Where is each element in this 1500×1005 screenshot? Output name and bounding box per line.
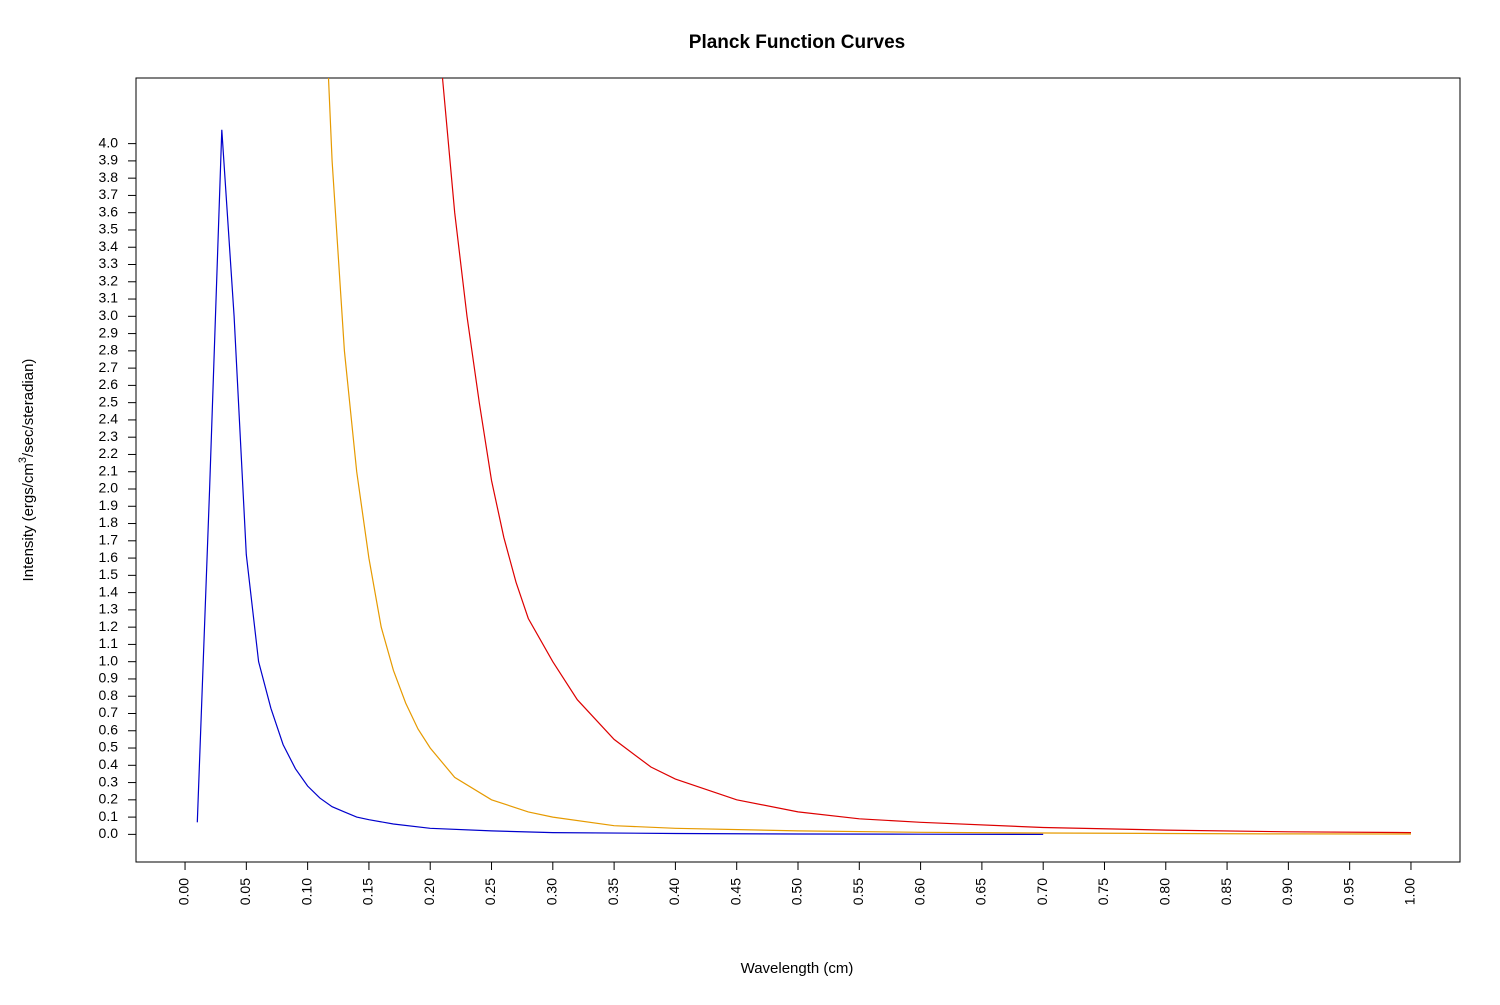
y-tick-label: 1.2 [99,618,119,634]
y-tick-label: 0.9 [99,670,119,686]
y-tick-label: 1.8 [99,514,119,530]
y-tick-label: 3.5 [99,221,119,237]
y-tick-label: 1.6 [99,549,119,565]
y-tick-label: 1.0 [99,652,119,668]
y-tick-label: 3.8 [99,169,119,185]
x-tick-label: 0.35 [605,878,621,905]
x-axis: 0.00 0.05 0.10 0.15 0.20 0.25 0.30 0.35 0.40 0.45… [176,861,1418,905]
x-tick-label: 0.90 [1279,878,1295,905]
series-red-line [441,77,1412,834]
y-tick-label: 3.3 [99,255,119,271]
y-tick-label: 2.3 [99,428,119,444]
y-tick-label: 2.9 [99,324,119,340]
y-tick-label: 0.7 [99,704,119,720]
y-axis: 0.00.10.20.30.40.50.60.70.80.91.01.11.21… [99,134,137,841]
y-tick-label: 1.9 [99,497,119,513]
y-tick-label: 3.6 [99,203,119,219]
y-tick-label: 0.4 [99,756,119,772]
x-tick-label: 0.25 [482,878,498,905]
y-tick-label: 0.8 [99,687,119,703]
x-tick-label: 0.05 [237,878,253,905]
y-axis-label: Intensity (ergs/cm3/sec/steradian) [17,359,37,582]
series-orange-line [327,77,1412,835]
x-tick-label: 0.40 [666,878,682,905]
x-axis-label: Wavelength (cm) [741,960,854,977]
x-tick-label: 0.55 [850,878,866,905]
y-tick-label: 2.1 [99,462,119,478]
x-tick-label: 0.75 [1095,878,1111,905]
x-tick-label: 0.30 [544,878,560,905]
y-tick-label: 0.2 [99,791,119,807]
x-tick-label: 0.00 [176,878,192,905]
y-tick-label: 1.5 [99,566,119,582]
x-tick-label: 0.20 [421,878,437,905]
x-tick-label: 0.50 [789,878,805,905]
y-tick-label: 0.1 [99,808,119,824]
y-tick-label: 3.9 [99,152,119,168]
y-tick-label: 3.2 [99,272,119,288]
y-tick-label: 2.6 [99,376,119,392]
x-tick-label: 0.65 [973,878,989,905]
series-layer [196,77,1412,836]
y-tick-label: 3.1 [99,290,119,306]
chart-title: Planck Function Curves [689,32,905,53]
y-tick-label: 0.6 [99,721,119,737]
y-tick-label: 4.0 [99,134,119,150]
x-tick-label: 1.00 [1402,878,1418,905]
x-tick-label: 0.60 [911,878,927,905]
y-axis-label-part2: /sec/steradian) [20,359,37,457]
y-tick-label: 1.4 [99,583,119,599]
y-tick-label: 2.5 [99,393,119,409]
x-tick-label: 0.80 [1156,878,1172,905]
x-tick-label: 0.45 [727,878,743,905]
x-tick-label: 0.95 [1340,878,1356,905]
y-tick-label: 1.3 [99,601,119,617]
x-tick-label: 0.85 [1218,878,1234,905]
y-tick-label: 0.5 [99,739,119,755]
y-tick-label: 3.0 [99,307,119,323]
y-tick-label: 3.7 [99,186,119,202]
series-blue-line [196,129,1044,836]
x-tick-label: 0.10 [298,878,314,905]
y-tick-label: 2.7 [99,359,119,375]
x-tick-label: 0.70 [1034,878,1050,905]
y-tick-label: 0.3 [99,773,119,789]
y-tick-label: 2.2 [99,445,119,461]
y-tick-label: 2.4 [99,411,119,427]
y-tick-label: 1.1 [99,635,119,651]
y-axis-label-part1: Intensity (ergs/cm [20,463,37,581]
y-axis-label-superscript: 3 [17,457,29,463]
y-tick-label: 0.0 [99,825,119,841]
y-tick-label: 3.4 [99,238,119,254]
y-tick-label: 2.0 [99,480,119,496]
y-tick-label: 1.7 [99,532,119,548]
x-tick-label: 0.15 [360,878,376,905]
y-tick-label: 2.8 [99,342,119,358]
